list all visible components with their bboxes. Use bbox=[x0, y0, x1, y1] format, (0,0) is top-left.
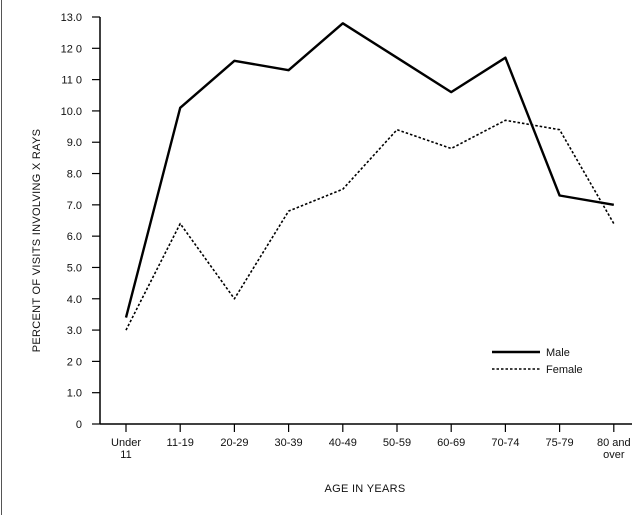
x-tick-label-line: 11 bbox=[120, 449, 131, 461]
legend-label-male: Male bbox=[546, 347, 570, 359]
x-tick-label-line: Under bbox=[111, 437, 141, 449]
y-tick-label: 12 0 bbox=[61, 43, 82, 55]
y-tick-label: 3.0 bbox=[67, 325, 82, 337]
y-axis-title: PERCENT OF VISITS INVOLVING X RAYS bbox=[31, 129, 43, 353]
y-tick-label: 13.0 bbox=[61, 12, 82, 24]
x-tick-label-line: 40-49 bbox=[329, 437, 357, 449]
y-tick-label: 1.0 bbox=[67, 388, 82, 400]
x-axis-title: AGE IN YEARS bbox=[324, 483, 405, 495]
x-tick-label-line: 20-29 bbox=[220, 437, 248, 449]
page-edge-rule bbox=[1, 0, 2, 515]
x-tick-label-line: 75-79 bbox=[546, 437, 574, 449]
x-tick-label: 75-79 bbox=[546, 437, 574, 449]
x-tick-label: 30-39 bbox=[275, 437, 303, 449]
x-tick-label-line: 80 and bbox=[597, 437, 631, 449]
y-axis-ticks: 0 1.0 2 0 3.0 4.0 5.0 6.0 7.0 8.0 9.0 10.0 11 0 12 0… bbox=[61, 12, 100, 431]
x-tick-label-line: 11-19 bbox=[167, 437, 194, 449]
x-tick-label: 40-49 bbox=[329, 437, 357, 449]
y-tick-label: 11 0 bbox=[61, 75, 82, 87]
chart-series bbox=[124, 22, 615, 331]
y-tick-label: 9.0 bbox=[67, 137, 82, 149]
x-tick-label-line: 30-39 bbox=[275, 437, 303, 449]
y-tick-label: 4.0 bbox=[67, 294, 82, 306]
x-tick-label: 20-29 bbox=[220, 437, 248, 449]
x-tick-label-line: over bbox=[603, 449, 625, 461]
y-tick-label: 5.0 bbox=[67, 262, 82, 274]
y-tick-label: 7.0 bbox=[67, 200, 82, 212]
y-tick-label: 2 0 bbox=[67, 356, 82, 368]
chart-legend: Male Female bbox=[492, 347, 583, 376]
y-tick-label: 8.0 bbox=[67, 169, 82, 181]
y-tick-label: 0 bbox=[76, 419, 82, 431]
x-tick-label-line: 60-69 bbox=[437, 437, 465, 449]
chart-axes bbox=[99, 17, 632, 425]
x-tick-label: 11-19 bbox=[167, 437, 194, 449]
series-line-female bbox=[125, 119, 615, 331]
y-tick-label: 6.0 bbox=[67, 231, 82, 243]
y-tick-label: 10.0 bbox=[61, 106, 82, 118]
series-line-male bbox=[124, 22, 615, 318]
x-tick-label-line: 70-74 bbox=[491, 437, 519, 449]
x-tick-label-line: 50-59 bbox=[383, 437, 411, 449]
x-axis-ticks: Under 11 11-19 20-29 30-39 40-49 50-59 60-69 70-… bbox=[111, 424, 631, 461]
x-tick-label: 50-59 bbox=[383, 437, 411, 449]
x-tick-label: 70-74 bbox=[491, 437, 519, 449]
legend-label-female: Female bbox=[546, 364, 583, 376]
x-tick-label: Under 11 bbox=[111, 437, 141, 461]
x-tick-label: 80 and over bbox=[597, 437, 631, 461]
x-tick-label: 60-69 bbox=[437, 437, 465, 449]
